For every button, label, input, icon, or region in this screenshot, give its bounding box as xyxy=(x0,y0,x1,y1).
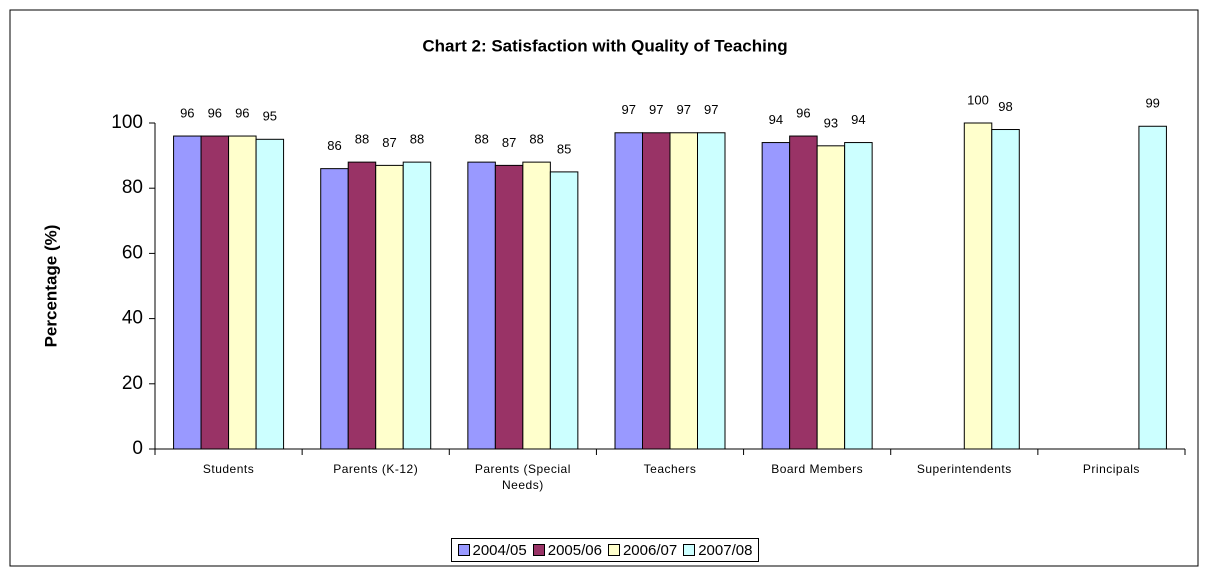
bar xyxy=(789,135,818,450)
legend-swatch xyxy=(457,544,470,556)
x-tick-label: Parents (K-12) xyxy=(333,462,419,476)
value-label: 94 xyxy=(851,112,865,127)
legend-label: 2005/06 xyxy=(547,541,602,559)
bar xyxy=(320,168,349,450)
chart-title: Chart 2: Satisfaction with Quality of Te… xyxy=(422,36,787,55)
value-label: 100 xyxy=(967,92,989,107)
bar xyxy=(614,132,643,450)
bar xyxy=(347,161,377,450)
bar xyxy=(1138,125,1167,450)
bar xyxy=(255,138,285,450)
legend-swatch xyxy=(532,544,545,556)
x-tick-label: Parents (Special Needs) xyxy=(474,462,571,492)
value-label: 98 xyxy=(998,99,1012,114)
value-label: 85 xyxy=(557,141,571,156)
value-label: 95 xyxy=(263,109,277,124)
legend-item: 2007/08 xyxy=(683,542,752,559)
value-label: 97 xyxy=(677,102,691,117)
x-tick-label: Students xyxy=(202,462,255,476)
bar xyxy=(697,132,726,450)
value-label: 93 xyxy=(824,115,838,130)
bar xyxy=(228,135,257,450)
legend-label: 2006/07 xyxy=(622,541,678,559)
value-label: 97 xyxy=(622,102,636,117)
bar xyxy=(522,161,551,450)
legend-swatch xyxy=(607,544,620,556)
bar xyxy=(991,129,1020,450)
x-tick-label: Teachers xyxy=(643,462,697,476)
value-label: 96 xyxy=(208,105,222,120)
value-label: 87 xyxy=(382,135,396,150)
y-tick-label: 80 xyxy=(122,177,143,198)
value-label: 88 xyxy=(355,132,369,147)
bar xyxy=(816,145,846,450)
bar xyxy=(549,171,579,450)
bar xyxy=(467,161,496,450)
bar xyxy=(761,142,791,450)
y-tick-label: 0 xyxy=(132,438,143,459)
value-label: 94 xyxy=(769,112,783,127)
bar xyxy=(642,132,671,450)
y-tick-label: 40 xyxy=(122,308,143,329)
bar xyxy=(494,164,524,450)
bar xyxy=(402,161,432,450)
legend-item: 2006/07 xyxy=(607,541,678,559)
value-label: 97 xyxy=(704,102,718,117)
y-tick-label: 60 xyxy=(122,242,143,263)
value-label: 99 xyxy=(1145,96,1159,111)
legend-item: 2005/06 xyxy=(532,541,602,559)
bar xyxy=(669,132,698,450)
legend-label: 2004/05 xyxy=(472,541,527,559)
y-tick-label: 100 xyxy=(111,112,143,133)
legend-label: 2007/08 xyxy=(698,541,753,559)
value-label: 88 xyxy=(474,132,488,147)
legend: 2004/05 2005/06 2006/07 2007/08 xyxy=(450,538,760,562)
bar xyxy=(200,135,230,450)
x-tick-label: Principals xyxy=(1082,462,1140,476)
bar xyxy=(963,122,993,450)
bar xyxy=(173,135,202,450)
y-axis-label: Percentage (%) xyxy=(41,225,60,348)
value-label: 96 xyxy=(180,105,194,120)
value-label: 96 xyxy=(235,105,249,120)
value-label: 97 xyxy=(649,102,663,117)
value-label: 87 xyxy=(502,135,516,150)
value-label: 88 xyxy=(529,132,543,147)
value-label: 96 xyxy=(796,105,810,120)
y-tick-label: 20 xyxy=(122,373,143,394)
value-label: 86 xyxy=(327,138,341,153)
bar xyxy=(844,142,873,450)
x-tick-label: Superintendents xyxy=(916,462,1012,476)
legend-swatch xyxy=(683,544,696,556)
x-tick-label: Board Members xyxy=(771,462,864,476)
legend-item: 2004/05 xyxy=(457,541,527,559)
bar xyxy=(375,164,404,450)
value-label: 88 xyxy=(410,132,424,147)
